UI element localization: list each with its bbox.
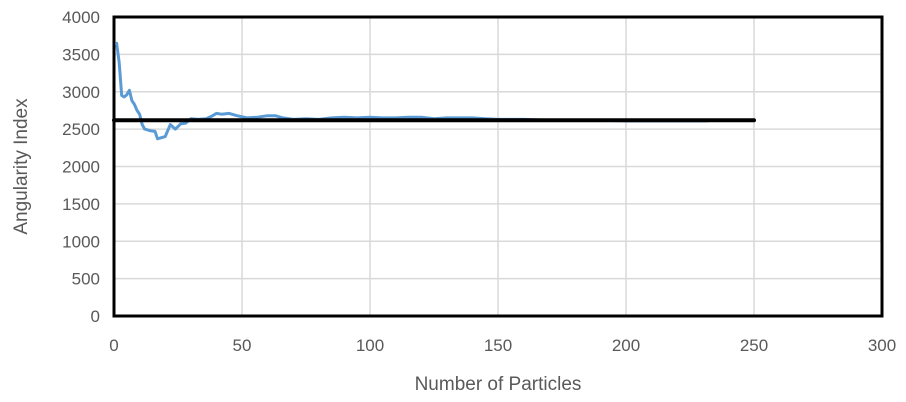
x-tick-label-300: 300: [868, 336, 896, 355]
x-tick-labels: 0 50 100 150 200 250 300: [109, 336, 896, 355]
y-tick-label-1000: 1000: [62, 232, 100, 251]
x-tick-label-50: 50: [233, 336, 252, 355]
plot-frame: [112, 15, 884, 318]
y-axis-title: Angularity Index: [11, 98, 32, 235]
x-tick-label-250: 250: [740, 336, 768, 355]
x-axis-title: Number of Particles: [415, 374, 582, 395]
y-tick-label-2500: 2500: [62, 120, 100, 139]
gridlines: [113, 16, 883, 317]
x-tick-label-150: 150: [484, 336, 512, 355]
y-tick-label-3500: 3500: [62, 45, 100, 64]
y-tick-label-3000: 3000: [62, 83, 100, 102]
y-tick-label-0: 0: [91, 307, 100, 326]
x-tick-label-0: 0: [109, 336, 118, 355]
y-tick-label-4000: 4000: [62, 8, 100, 27]
x-tick-label-100: 100: [356, 336, 384, 355]
y-tick-label-1500: 1500: [62, 195, 100, 214]
x-tick-label-200: 200: [612, 336, 640, 355]
y-tick-label-2000: 2000: [62, 158, 100, 177]
y-tick-label-500: 500: [72, 270, 100, 289]
series-layer: [112, 41, 756, 141]
y-tick-labels: 0 500 1000 1500 2000 2500 3000 3500 4000: [62, 8, 100, 326]
